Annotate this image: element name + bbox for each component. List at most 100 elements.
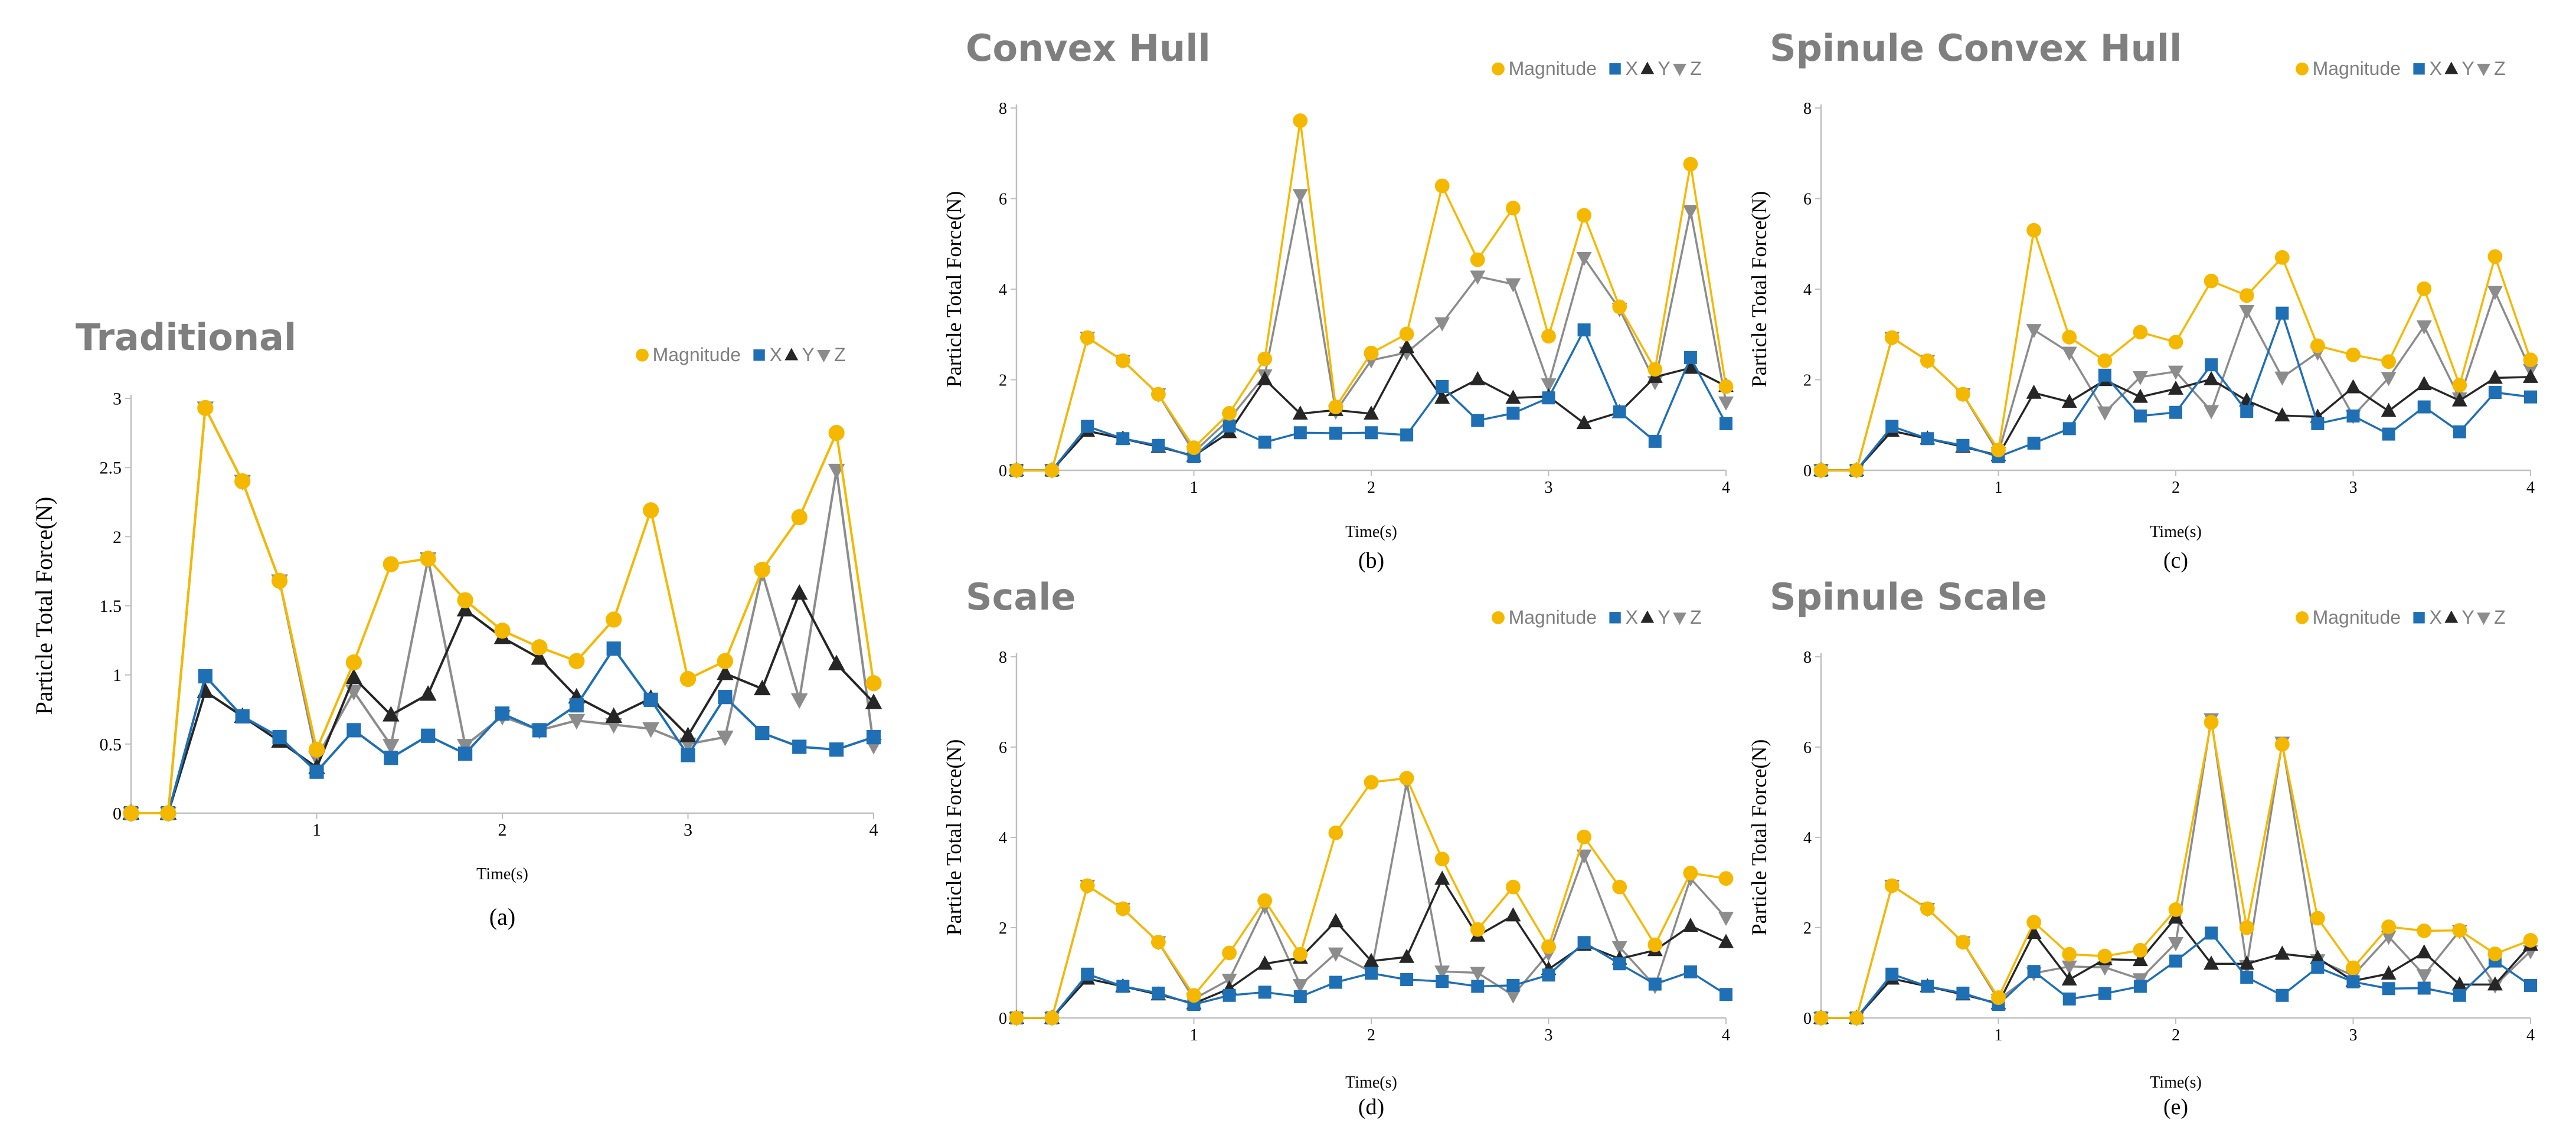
legend-marker-magnitude <box>2296 62 2309 76</box>
data-point-x <box>1956 438 1970 452</box>
legend-marker-magnitude <box>1492 611 1505 624</box>
data-point-magnitude <box>2239 288 2254 303</box>
data-point-x <box>2098 368 2111 382</box>
legend-label-z: Z <box>2494 607 2506 628</box>
data-point-x <box>1719 417 1732 430</box>
data-point-magnitude <box>1080 878 1095 893</box>
data-point-z <box>1718 912 1734 926</box>
data-point-x <box>1506 407 1520 420</box>
data-point-x <box>1222 988 1236 1002</box>
data-point-z <box>2061 346 2077 361</box>
data-point-magnitude <box>1991 443 2006 457</box>
y-axis-label: Particle Total Force(N) <box>1747 739 1771 936</box>
series-y <box>1813 368 2538 476</box>
data-point-x <box>1081 420 1094 433</box>
data-point-x <box>1542 968 1555 982</box>
data-point-x <box>532 723 547 738</box>
data-point-x <box>1293 990 1307 1004</box>
data-point-x <box>681 748 695 762</box>
x-axis-label: Time(s) <box>2150 523 2202 541</box>
data-point-magnitude <box>2310 911 2325 926</box>
data-point-x <box>1542 391 1555 405</box>
data-point-magnitude <box>1541 329 1556 344</box>
chart-panel-e: Spinule Scale 0 2 4 6 8 1 2 3 4 Time(s) Particle To… <box>1747 575 2538 1119</box>
legend-marker-x <box>1609 63 1621 75</box>
legend-label-x: X <box>2430 607 2442 628</box>
y-tick-label: 8 <box>999 100 1007 118</box>
data-point-x <box>384 751 398 765</box>
series-y <box>1009 870 1734 1024</box>
data-point-x <box>2276 306 2289 320</box>
data-point-magnitude <box>345 654 362 671</box>
data-point-y <box>2523 368 2538 383</box>
data-point-y <box>717 664 734 680</box>
data-point-x <box>1329 975 1342 989</box>
data-point-z <box>1328 947 1343 962</box>
panel-caption: (b) <box>1358 548 1384 573</box>
data-point-z <box>1576 252 1592 267</box>
data-point-magnitude <box>2274 250 2290 265</box>
series-x <box>1010 936 1732 1024</box>
data-point-x <box>1400 973 1414 986</box>
series-z <box>122 401 882 823</box>
data-point-z <box>1505 278 1521 293</box>
data-point-magnitude <box>1399 326 1414 342</box>
x-tick-label: 4 <box>1722 1026 1730 1045</box>
data-point-x <box>1365 967 1378 980</box>
x-tick-label: 3 <box>2349 1026 2358 1045</box>
data-point-x <box>1613 957 1626 971</box>
data-point-y <box>1292 405 1308 420</box>
data-point-magnitude <box>234 473 251 490</box>
chart-panel-d: Scale 0 2 4 6 8 1 2 3 4 Time(s) Particle Total Forc… <box>942 575 1734 1119</box>
series-x <box>123 641 881 821</box>
x-tick-label: 3 <box>1545 1026 1553 1045</box>
data-point-x <box>1152 986 1165 1000</box>
data-point-magnitude <box>791 509 808 526</box>
x-tick-label: 2 <box>1367 479 1375 497</box>
x-tick-label: 3 <box>1545 479 1553 497</box>
data-point-y <box>419 685 437 701</box>
x-axis-label: Time(s) <box>1345 523 1397 541</box>
legend-label-z: Z <box>2494 58 2506 79</box>
data-point-y <box>1399 948 1415 963</box>
data-point-magnitude <box>1956 935 1970 949</box>
legend-label-x: X <box>1626 607 1638 628</box>
data-point-x <box>1577 936 1591 949</box>
data-point-y <box>2274 407 2290 422</box>
data-point-magnitude <box>1920 901 1935 916</box>
data-point-magnitude <box>1813 1010 1829 1026</box>
data-point-x <box>346 723 361 738</box>
data-point-z <box>1470 967 1486 981</box>
data-point-magnitude <box>1293 947 1308 962</box>
data-point-z <box>1292 189 1308 204</box>
data-point-x <box>1436 975 1449 988</box>
data-point-magnitude <box>2487 946 2503 961</box>
data-point-x <box>2524 978 2537 992</box>
data-point-magnitude <box>2062 329 2077 345</box>
legend-marker-z <box>1673 612 1686 626</box>
data-point-y <box>2381 965 2397 980</box>
data-point-z <box>1505 989 1521 1004</box>
data-point-magnitude <box>1470 922 1485 937</box>
data-point-x <box>2205 358 2218 372</box>
data-point-z <box>642 722 659 738</box>
data-point-x <box>792 739 807 754</box>
data-point-x <box>2062 422 2076 436</box>
data-point-y <box>2204 955 2219 970</box>
data-point-y <box>2239 955 2255 970</box>
data-point-y <box>605 707 622 723</box>
data-point-y <box>790 584 808 600</box>
data-point-y <box>1576 415 1592 430</box>
data-point-y <box>2061 971 2077 985</box>
data-point-magnitude <box>865 675 882 692</box>
data-point-x <box>1436 380 1449 394</box>
data-point-x <box>1258 436 1271 449</box>
data-point-z <box>568 713 586 730</box>
data-point-magnitude <box>1009 1010 1024 1026</box>
data-point-z <box>1541 378 1557 393</box>
data-point-magnitude <box>271 572 288 589</box>
data-point-x <box>495 706 510 721</box>
chart-title: Convex Hull <box>966 27 1211 70</box>
legend-label-magnitude: Magnitude <box>2313 607 2401 628</box>
legend-label-x: X <box>1626 58 1638 79</box>
